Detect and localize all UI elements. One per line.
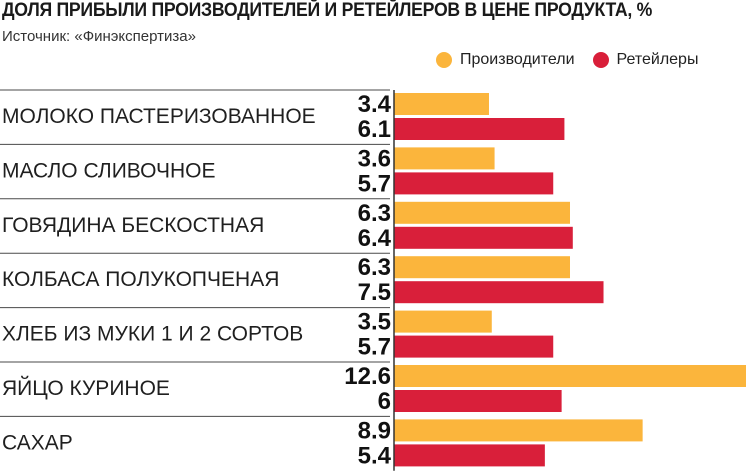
- bar-retailers: [394, 172, 554, 195]
- value-label-retailers: 6.4: [358, 225, 392, 252]
- category-label: САХАР: [2, 431, 73, 454]
- value-label-producers: 8.9: [358, 417, 391, 444]
- bar-producers: [394, 419, 643, 442]
- bar-retailers: [394, 281, 604, 304]
- value-label-retailers: 5.4: [358, 442, 392, 469]
- value-label-producers: 3.5: [358, 309, 391, 336]
- value-label-retailers: 6: [378, 388, 391, 415]
- value-label-producers: 3.4: [358, 91, 392, 118]
- value-label-producers: 3.6: [358, 145, 391, 172]
- bar-retailers: [394, 390, 562, 412]
- bar-producers: [394, 310, 492, 333]
- bar-producers: [394, 93, 489, 115]
- legend-label-producers: Производители: [460, 51, 575, 68]
- category-label: МОЛОКО ПАСТЕРИЗОВАННОЕ: [2, 105, 316, 128]
- value-label-retailers: 7.5: [358, 279, 391, 306]
- category-label: ГОВЯДИНА БЕСКОСТНАЯ: [2, 214, 264, 237]
- chart-legend: Производители Ретейлеры: [436, 49, 698, 71]
- bar-producers: [394, 201, 570, 224]
- chart-source: Источник: «Финэкспертиза»: [2, 28, 196, 45]
- legend-swatch-producers: [436, 52, 452, 68]
- value-label-producers: 12.6: [344, 363, 391, 390]
- chart-title: ДОЛЯ ПРИБЫЛИ ПРОИЗВОДИТЕЛЕЙ И РЕТЕЙЛЕРОВ…: [2, 0, 653, 21]
- bar-producers: [394, 147, 495, 170]
- legend-label-retailers: Ретейлеры: [616, 51, 699, 68]
- legend-swatch-retailers: [592, 52, 609, 68]
- legend-item-producers: Производители: [436, 51, 575, 69]
- value-label-retailers: 6.1: [358, 116, 391, 143]
- category-label: КОЛБАСА ПОЛУКОПЧЕНАЯ: [2, 268, 279, 291]
- legend-item-retailers: Ретейлеры: [592, 51, 699, 69]
- value-label-producers: 6.3: [358, 200, 391, 227]
- category-label: МАСЛО СЛИВОЧНОЕ: [2, 159, 216, 182]
- value-label-retailers: 5.7: [358, 334, 391, 361]
- bar-retailers: [394, 444, 545, 467]
- bar-producers: [394, 256, 570, 279]
- bar-retailers: [394, 118, 565, 140]
- category-label: ЯЙЦО КУРИНОЕ: [2, 376, 170, 400]
- category-label: ХЛЕБ ИЗ МУКИ 1 И 2 СОРТОВ: [2, 323, 303, 346]
- bar-retailers: [394, 226, 573, 249]
- value-label-retailers: 5.7: [358, 170, 391, 197]
- bar-retailers: [394, 335, 554, 358]
- value-label-producers: 6.3: [358, 254, 391, 281]
- bar-producers: [394, 365, 746, 387]
